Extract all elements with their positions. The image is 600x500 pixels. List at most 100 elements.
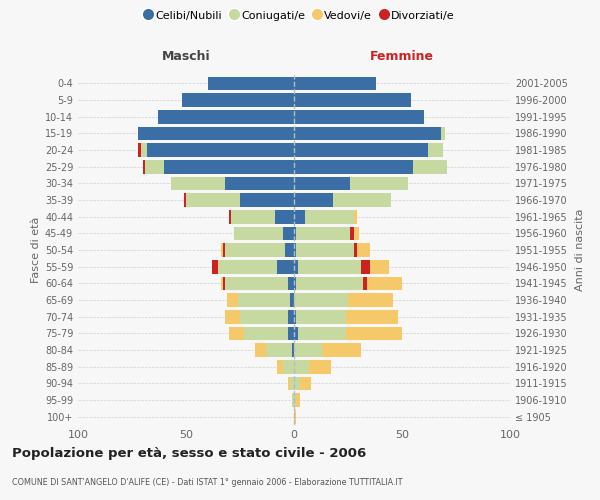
Bar (223, 276, 225, 290)
Bar (227, 293, 238, 307)
Bar (283, 360, 294, 374)
Bar (164, 160, 294, 173)
Bar (346, 326, 402, 340)
Bar (140, 143, 147, 157)
Bar (221, 276, 223, 290)
Bar (350, 176, 409, 190)
Bar (225, 310, 240, 324)
Bar (294, 343, 322, 357)
Bar (356, 243, 370, 257)
Bar (363, 276, 367, 290)
Bar (145, 160, 164, 173)
Bar (287, 276, 294, 290)
Bar (294, 160, 413, 173)
Bar (294, 326, 298, 340)
Bar (240, 310, 287, 324)
Bar (298, 326, 346, 340)
Bar (208, 76, 294, 90)
Bar (294, 143, 428, 157)
Bar (305, 210, 355, 224)
Bar (348, 293, 394, 307)
Bar (294, 110, 424, 124)
Bar (296, 276, 363, 290)
Bar (296, 243, 355, 257)
Bar (221, 243, 223, 257)
Bar (225, 176, 294, 190)
Bar (212, 260, 218, 274)
Bar (292, 343, 294, 357)
Bar (294, 276, 296, 290)
Text: COMUNE DI SANT'ANGELO D'ALIFE (CE) - Dati ISTAT 1° gennaio 2006 - Elaborazione T: COMUNE DI SANT'ANGELO D'ALIFE (CE) - Dat… (12, 478, 403, 487)
Bar (294, 393, 296, 407)
Bar (294, 193, 333, 207)
Bar (294, 243, 296, 257)
Bar (277, 260, 294, 274)
Y-axis label: Fasce di età: Fasce di età (31, 217, 41, 283)
Bar (428, 143, 443, 157)
Text: Femmine: Femmine (370, 50, 434, 64)
Bar (225, 243, 286, 257)
Bar (266, 343, 292, 357)
Bar (233, 226, 283, 240)
Bar (139, 126, 294, 140)
Bar (139, 143, 140, 157)
Bar (294, 360, 309, 374)
Bar (240, 193, 294, 207)
Bar (244, 326, 287, 340)
Bar (294, 226, 296, 240)
Bar (287, 376, 290, 390)
Bar (290, 376, 294, 390)
Bar (223, 243, 225, 257)
Bar (283, 226, 294, 240)
Bar (184, 193, 186, 207)
Legend: Celibi/Nubili, Coniugati/e, Vedovi/e, Divorziati/e: Celibi/Nubili, Coniugati/e, Vedovi/e, Di… (141, 6, 459, 25)
Bar (290, 293, 294, 307)
Text: Maschi: Maschi (161, 50, 211, 64)
Bar (287, 326, 294, 340)
Bar (232, 210, 275, 224)
Bar (238, 293, 290, 307)
Bar (286, 243, 294, 257)
Bar (171, 176, 225, 190)
Bar (301, 376, 311, 390)
Bar (355, 210, 356, 224)
Bar (355, 243, 356, 257)
Bar (355, 226, 359, 240)
Bar (441, 126, 445, 140)
Bar (294, 210, 305, 224)
Bar (143, 160, 145, 173)
Text: Popolazione per età, sesso e stato civile - 2006: Popolazione per età, sesso e stato civil… (12, 448, 366, 460)
Bar (294, 293, 348, 307)
Bar (277, 360, 283, 374)
Bar (218, 260, 277, 274)
Bar (294, 376, 301, 390)
Bar (296, 226, 350, 240)
Bar (294, 93, 410, 107)
Bar (346, 310, 398, 324)
Bar (294, 76, 376, 90)
Bar (350, 226, 355, 240)
Bar (229, 326, 244, 340)
Bar (294, 176, 350, 190)
Bar (361, 260, 370, 274)
Bar (294, 260, 298, 274)
Bar (158, 110, 294, 124)
Bar (294, 310, 296, 324)
Bar (275, 210, 294, 224)
Bar (296, 310, 346, 324)
Bar (225, 276, 287, 290)
Bar (333, 193, 391, 207)
Bar (147, 143, 294, 157)
Bar (413, 160, 448, 173)
Bar (296, 393, 301, 407)
Bar (287, 310, 294, 324)
Bar (294, 410, 296, 424)
Bar (322, 343, 361, 357)
Bar (367, 276, 402, 290)
Bar (370, 260, 389, 274)
Bar (255, 343, 266, 357)
Bar (292, 393, 294, 407)
Bar (186, 193, 240, 207)
Bar (298, 260, 361, 274)
Bar (229, 210, 232, 224)
